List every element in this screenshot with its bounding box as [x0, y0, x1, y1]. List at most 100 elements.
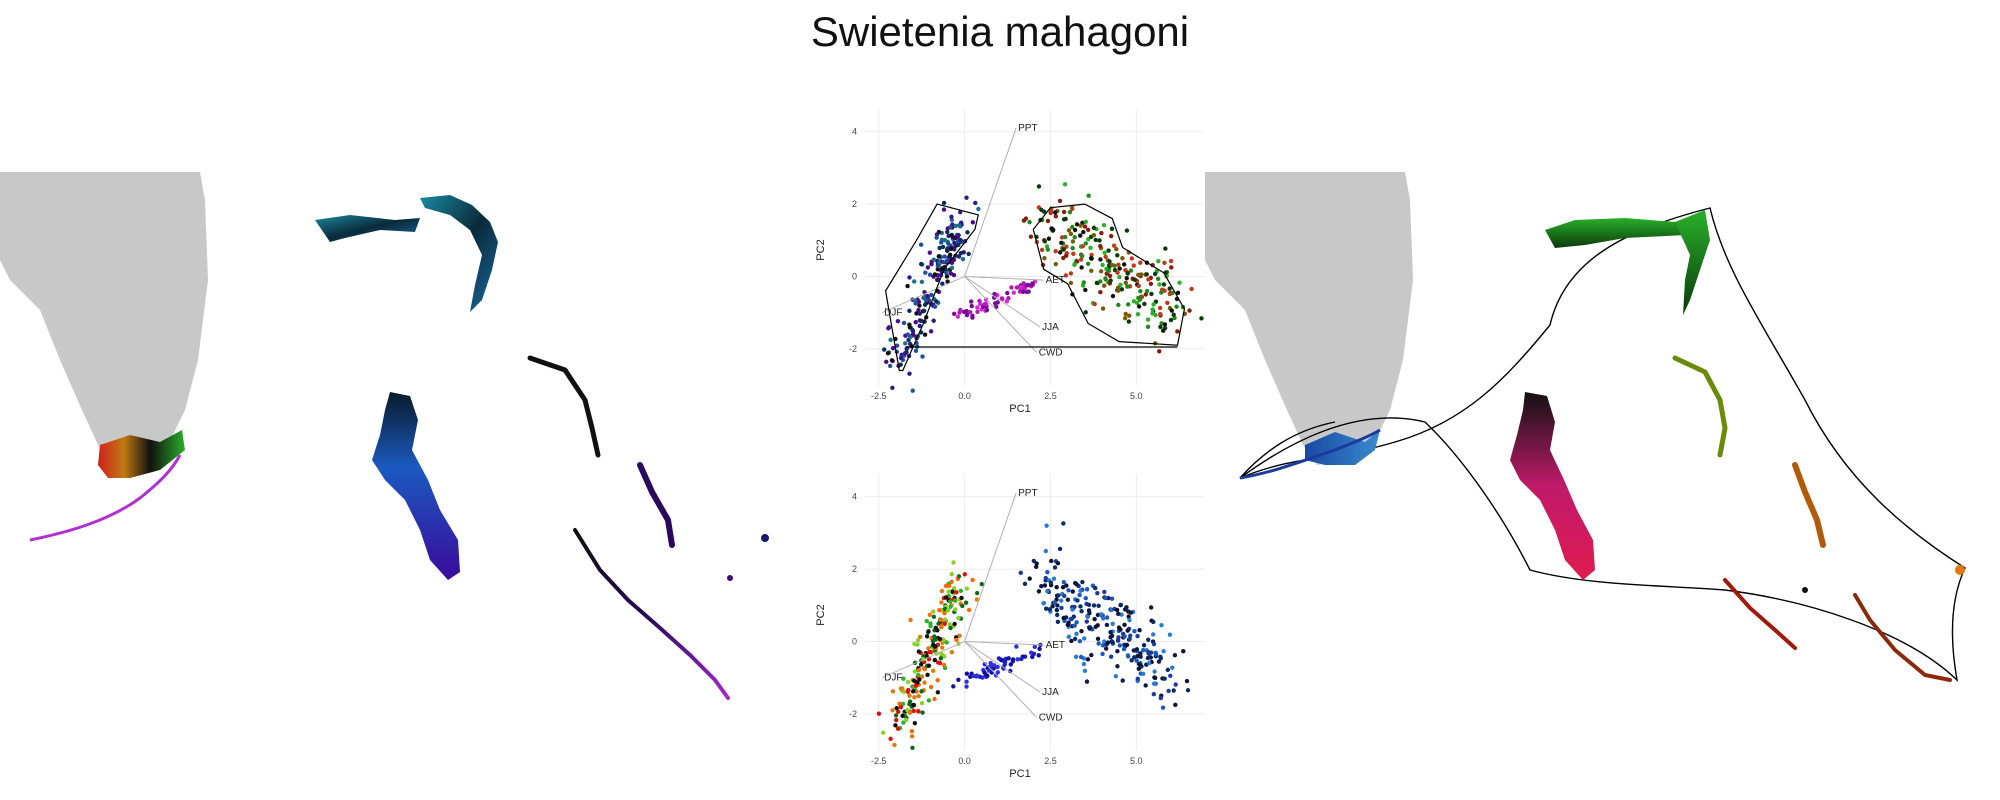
scatter-point — [1061, 217, 1067, 222]
scatter-point — [942, 617, 948, 622]
scatter-point — [933, 625, 939, 630]
scatter-point — [982, 670, 987, 675]
scatter-point — [1064, 583, 1069, 588]
pca-plot-bottom: -2.5 0.0 2.5 5.0 4 2 0 -2 PPT AET JJA CWD DJF PC1 PC… — [815, 475, 1205, 780]
scatter-point — [1105, 640, 1111, 645]
scatter-point — [948, 625, 953, 631]
scatter-point — [1042, 239, 1048, 244]
scatter-point — [1054, 607, 1060, 613]
loading-vector — [964, 492, 1017, 642]
small-island-range — [727, 575, 733, 581]
scatter-point — [919, 279, 925, 285]
florida-landmass — [1205, 172, 1413, 465]
scatter-point — [1135, 311, 1141, 317]
small-island-range — [1802, 587, 1808, 593]
scatter-point — [949, 214, 954, 220]
scatter-point — [917, 303, 922, 308]
scatter-point — [976, 206, 981, 212]
scatter-point — [911, 702, 916, 708]
scatter-point — [912, 721, 918, 726]
scatter-point — [939, 588, 945, 594]
y-tick-label: 2 — [852, 199, 857, 209]
scatter-point — [953, 253, 958, 258]
scatter-point — [1009, 285, 1014, 290]
loading-vector — [964, 276, 1038, 353]
x-axis-label: PC1 — [1009, 768, 1030, 780]
scatter-point — [1068, 271, 1074, 276]
scatter-point — [1125, 284, 1130, 289]
scatter-point — [1061, 615, 1066, 621]
scatter-point — [889, 358, 895, 363]
scatter-point — [1077, 638, 1083, 644]
scatter-point — [926, 629, 931, 634]
scatter-point — [1091, 225, 1097, 231]
scatter-point — [1144, 272, 1149, 277]
scatter-point — [1134, 647, 1140, 652]
scatter-point — [964, 679, 969, 684]
scatter-point — [1062, 234, 1068, 240]
scatter-point — [1155, 276, 1161, 282]
scatter-point — [1137, 662, 1142, 667]
scatter-point — [1098, 279, 1103, 284]
scatter-point — [916, 667, 922, 673]
scatter-point — [931, 318, 936, 323]
scatter-point — [1143, 292, 1148, 297]
scatter-point — [941, 200, 947, 206]
scatter-point — [1061, 521, 1066, 526]
scatter-point — [1081, 661, 1087, 667]
scatter-point — [935, 677, 940, 683]
scatter-point — [1078, 588, 1083, 594]
scatter-point — [1052, 565, 1058, 570]
scatter-point — [1108, 634, 1113, 640]
scatter-point — [938, 656, 944, 661]
scatter-point — [1120, 256, 1125, 261]
y-tick-label: 4 — [852, 492, 857, 502]
scatter-point — [939, 266, 945, 271]
scatter-point — [937, 607, 942, 613]
scatter-point — [955, 234, 960, 240]
scatter-point — [918, 662, 924, 667]
scatter-point — [947, 252, 953, 257]
scatter-point — [952, 621, 957, 627]
scatter-point — [1053, 210, 1058, 215]
scatter-point — [926, 646, 931, 651]
scatter-point — [921, 295, 926, 301]
scatter-point — [1131, 299, 1137, 304]
scatter-point — [1078, 604, 1083, 609]
scatter-point — [1134, 658, 1139, 663]
scatter-point — [1045, 218, 1051, 224]
scatter-point — [1039, 583, 1044, 589]
scatter-point — [956, 242, 961, 248]
scatter-point — [1081, 229, 1086, 235]
scatter-point — [1075, 598, 1080, 603]
scatter-point — [945, 229, 950, 235]
scatter-point — [1115, 664, 1120, 669]
scatter-point — [1085, 657, 1091, 662]
scatter-point — [1135, 633, 1140, 639]
plot-area: -2.5 0.0 2.5 5.0 4 2 0 -2 PPT AET JJA CWD DJF — [849, 110, 1205, 401]
scatter-point — [885, 350, 891, 356]
scatter-point — [909, 734, 915, 739]
scatter-point — [888, 337, 893, 343]
scatter-point — [969, 299, 974, 304]
scatter-point — [1045, 247, 1050, 252]
scatter-point — [925, 672, 930, 678]
scatter-point — [1125, 654, 1131, 659]
scatter-point — [957, 310, 962, 315]
scatter-point — [1123, 311, 1128, 317]
scatter-point — [1062, 593, 1067, 599]
scatter-point — [926, 698, 932, 703]
scatter-point — [979, 581, 984, 587]
scatter-point — [905, 332, 911, 337]
scatter-point — [1059, 605, 1064, 611]
scatter-point — [1139, 294, 1145, 300]
scatter-point — [1113, 674, 1119, 679]
scatter-point — [1098, 269, 1104, 274]
y-tick-label: -2 — [849, 344, 857, 354]
scatter-point — [914, 311, 919, 316]
scatter-point — [965, 230, 970, 235]
scatter-point — [1091, 232, 1097, 238]
scatter-point — [913, 320, 918, 325]
scatter-point — [1135, 676, 1140, 682]
loading-vector — [881, 275, 965, 314]
